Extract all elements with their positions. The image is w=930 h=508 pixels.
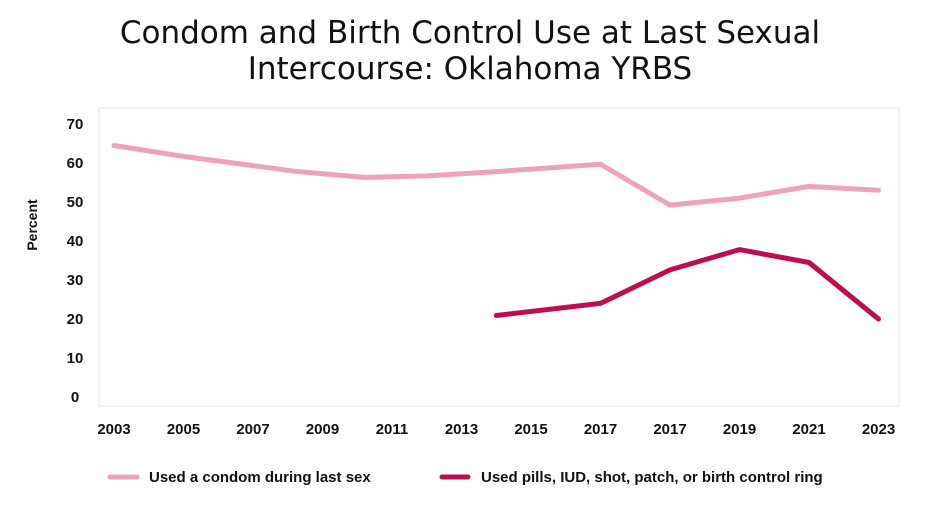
x-tick-label: 2021: [792, 421, 825, 438]
x-tick-label: 2013: [445, 421, 478, 438]
y-tick-label: 40: [67, 233, 84, 250]
x-tick-label: 2019: [723, 421, 756, 438]
x-tick-label: 2007: [236, 421, 269, 438]
legend: Used a condom during last sex Used pills,…: [107, 469, 823, 486]
x-axis-ticks: 2003 2005 2007 2009 2011 2013 2015 2017 2017 2019…: [97, 421, 895, 438]
legend-label-1: Used a condom during last sex: [149, 469, 371, 486]
x-tick-label: 2003: [97, 421, 130, 438]
y-tick-label: 50: [67, 194, 84, 211]
y-tick-label: 0: [71, 389, 79, 406]
series-line-2: [493, 247, 881, 322]
x-tick-label: 2005: [167, 421, 200, 438]
y-tick-label: 60: [67, 155, 84, 172]
x-tick-label: 2011: [376, 421, 409, 438]
y-tick-label: 70: [67, 116, 84, 133]
x-tick-label: 2017: [584, 421, 617, 438]
x-tick-label: 2015: [514, 421, 547, 438]
plot-area-border: [98, 107, 900, 407]
x-tick-label: 2023: [862, 421, 895, 438]
y-axis-label: Percent: [24, 199, 40, 251]
series-line-1: [111, 143, 881, 208]
y-axis-ticks: 0 10 20 30 40 50 60 70: [67, 116, 84, 406]
chart-title-line-2: Intercourse: Oklahoma YRBS: [247, 51, 693, 87]
y-tick-label: 10: [67, 350, 84, 367]
y-tick-label: 30: [67, 272, 84, 289]
series-lines: [111, 143, 881, 322]
x-tick-label: 2017: [653, 421, 686, 438]
x-tick-label: 2009: [306, 421, 339, 438]
y-tick-label: 20: [67, 311, 84, 328]
legend-label-2: Used pills, IUD, shot, patch, or birth c…: [481, 469, 823, 486]
chart-title-line-1: Condom and Birth Control Use at Last Sex…: [119, 15, 821, 51]
